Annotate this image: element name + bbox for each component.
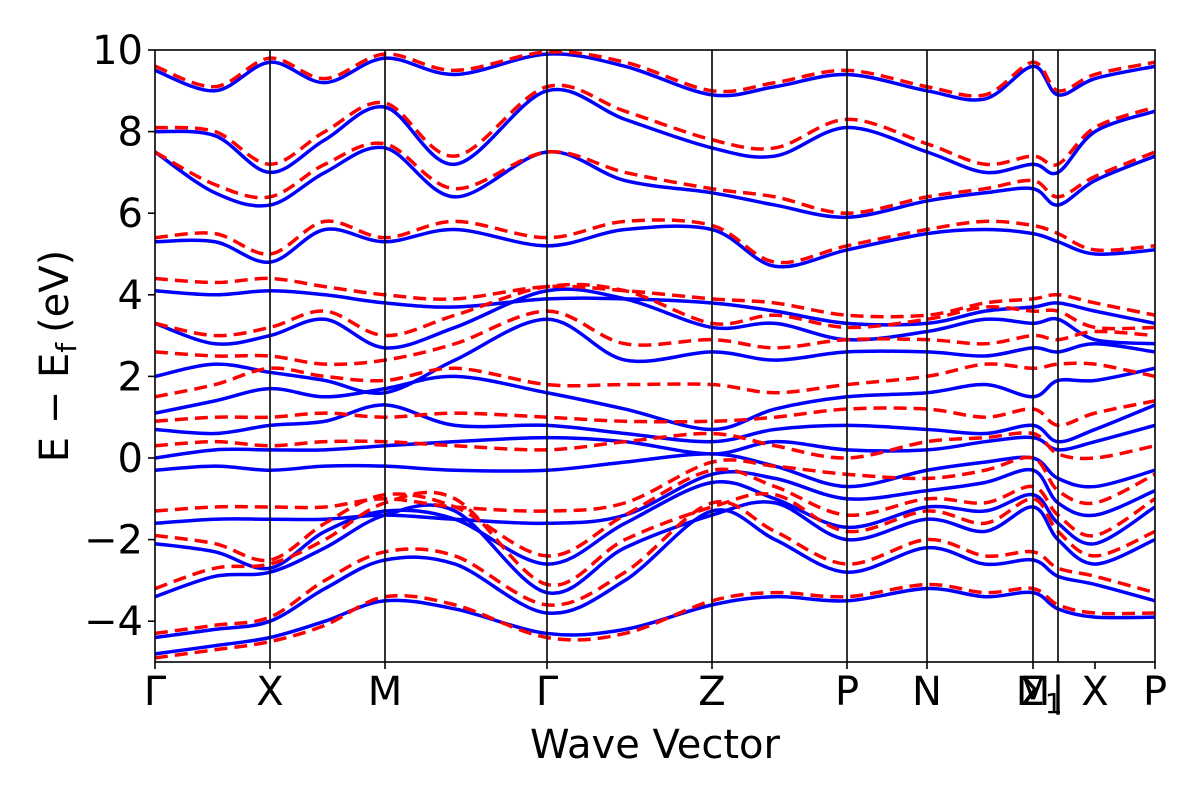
solid-band-3 [155, 479, 1155, 571]
y-axis-title-subscript: f [50, 342, 83, 353]
y-tick-label: 8 [118, 110, 143, 156]
x-tick-label-8: Σ1 [1019, 669, 1062, 720]
x-tick-label-2: M [368, 669, 403, 715]
solid-band-13 [155, 145, 1155, 220]
y-axis-title-main: E − E [32, 353, 78, 463]
plot-area [155, 50, 1155, 662]
dashed-band-5 [155, 431, 1155, 461]
y-tick-label: −2 [84, 518, 143, 564]
y-tick-label: 10 [92, 28, 143, 74]
dashed-band-7 [155, 361, 1155, 399]
x-tick-label-0: Γ [144, 669, 167, 715]
solid-band-9 [155, 317, 1155, 396]
solid-band-8 [155, 366, 1155, 432]
dashed-band-0 [155, 582, 1155, 660]
dashed-band-11 [155, 218, 1155, 265]
y-tick-label: 0 [118, 436, 143, 482]
x-axis-ticks: Γ X M Γ Z P N MΣ1| X P [144, 662, 1167, 720]
y-axis-title-unit: (eV) [32, 250, 78, 333]
dashed-band-6 [155, 399, 1155, 428]
y-tick-label: 6 [118, 191, 143, 237]
y-axis-title: E − Ef (eV) [32, 250, 83, 463]
solid-band-10 [155, 287, 1155, 350]
solid-band-11 [155, 288, 1155, 327]
dashed-band-12 [155, 141, 1155, 215]
x-tick-label-9: | [1051, 669, 1064, 715]
x-axis-title: Wave Vector [530, 722, 781, 768]
y-tick-label: −4 [84, 599, 143, 645]
x-tick-label-6: N [912, 669, 942, 715]
dashed-band-3 [155, 467, 1155, 563]
dashed-band-9 [155, 282, 1155, 338]
y-axis-ticks: 10 8 6 4 2 0 −2 −4 [84, 28, 155, 645]
x-tick-label-11: P [1143, 669, 1167, 715]
solid-band-7 [155, 403, 1155, 444]
x-tick-label-4: Z [698, 669, 725, 715]
plot-frame [154, 49, 1156, 663]
dashed-band-10 [155, 276, 1155, 319]
solid-band-2 [155, 500, 1155, 599]
x-tick-label-7: M [1016, 669, 1051, 715]
solid-band-6 [155, 423, 1155, 460]
dashed-band-2 [155, 490, 1155, 591]
x-tick-label-3: Γ [536, 669, 559, 715]
x-tick-label-1: X [256, 669, 283, 715]
x-tick-label-10: X [1081, 669, 1108, 715]
dashed-band-8 [155, 309, 1155, 367]
kpoint-separators [269, 50, 1059, 662]
solid-band-0 [155, 586, 1155, 656]
y-tick-label: 4 [118, 273, 143, 319]
y-tick-label: 2 [118, 354, 143, 400]
dashed-band-13 [155, 83, 1155, 167]
x-tick-label-5: P [835, 669, 859, 715]
